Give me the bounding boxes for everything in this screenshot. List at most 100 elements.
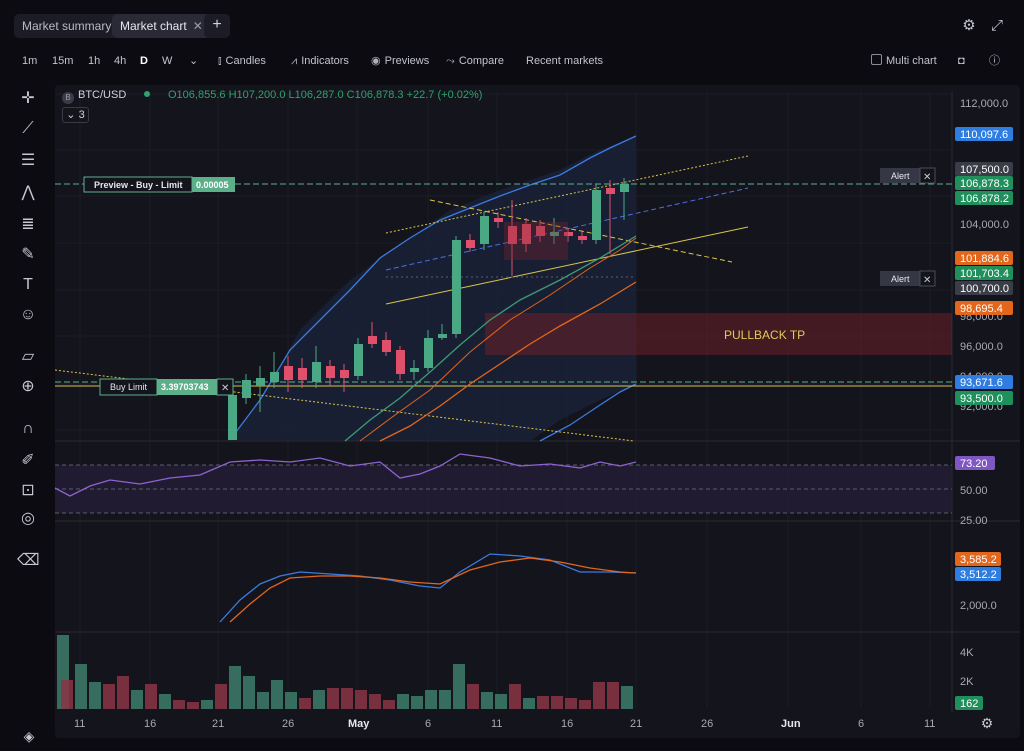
expand-icon[interactable]: ⤢ xyxy=(990,17,1003,34)
bottom-bar xyxy=(0,740,1024,751)
symbol-name: BTC/USD xyxy=(78,89,127,101)
tab-bar: Market summary Market chart ✕ + ⚙ ⤢ xyxy=(0,0,1024,50)
indicators-button[interactable]: ⩘ Indicators xyxy=(291,53,349,69)
indicator-count: 3 xyxy=(78,109,85,121)
candle-body xyxy=(410,368,419,372)
candle-body xyxy=(340,370,349,378)
previews-button[interactable]: ◉ Previews xyxy=(371,53,429,69)
zoom-in-icon[interactable]: ⊕ xyxy=(21,378,35,395)
add-tab-button[interactable]: + xyxy=(204,14,230,38)
candle-body xyxy=(606,188,615,194)
candle-body xyxy=(438,334,447,338)
price-badge xyxy=(955,251,1013,265)
crosshair-icon[interactable]: ✛ xyxy=(21,90,35,107)
volume-bar xyxy=(607,682,619,709)
alert-label[interactable] xyxy=(880,168,920,183)
close-icon[interactable]: ✕ xyxy=(192,19,203,33)
ruler-icon[interactable]: ▱ xyxy=(21,348,35,365)
indicator-count-toggle[interactable]: ⌄ 3 xyxy=(62,107,89,123)
volume-bar xyxy=(467,684,479,709)
previews-label: Previews xyxy=(384,55,430,67)
price-badge-label: 106,878.2 xyxy=(960,193,1009,205)
tab-market-summary[interactable]: Market summary xyxy=(14,14,120,38)
change-value: +22.7 (+0.02%) xyxy=(406,89,483,101)
fib-icon[interactable]: ≣ xyxy=(21,216,35,233)
volume-bar xyxy=(383,700,395,709)
lock-pen-icon[interactable]: ✐ xyxy=(21,452,35,469)
candle-body xyxy=(564,232,573,236)
brush-icon[interactable]: ✎ xyxy=(21,246,35,263)
timeframe-dropdown[interactable]: ⌄ xyxy=(189,53,198,69)
eye-icon[interactable]: ◎ xyxy=(21,510,35,527)
timeframe-w[interactable]: W xyxy=(162,55,173,67)
layers-icon[interactable]: ◈ xyxy=(23,728,35,744)
unlock-icon[interactable]: ⊡ xyxy=(21,482,35,499)
help-icon[interactable]: ⓘ xyxy=(989,55,1000,67)
timeframe-4h[interactable]: 4h xyxy=(114,55,127,67)
timeframe-15m[interactable]: 15m xyxy=(52,55,74,67)
highlight-box xyxy=(504,222,568,260)
volume-bar xyxy=(425,690,437,709)
volume-bar xyxy=(229,666,241,709)
timeframe-d[interactable]: D xyxy=(140,55,148,67)
indicators-label: Indicators xyxy=(301,55,349,67)
buy-limit-close-button[interactable] xyxy=(216,378,234,396)
volume-bar xyxy=(537,696,549,709)
timeframe-1h[interactable]: 1h xyxy=(88,55,101,67)
tab-market-chart[interactable]: Market chart ✕ xyxy=(112,14,211,38)
price-badge xyxy=(955,391,1013,405)
symbol-label[interactable]: B BTC/USD xyxy=(62,88,151,104)
alert-close-button[interactable] xyxy=(919,270,936,287)
pattern-icon[interactable]: ⋀ xyxy=(21,184,35,201)
price-badge-label: 93,671.6 xyxy=(960,377,1003,389)
price-badge-label: 106,878.3 xyxy=(960,178,1009,190)
checkbox[interactable] xyxy=(871,54,882,65)
compare-button[interactable]: ⤳ Compare xyxy=(446,53,504,69)
trash-icon[interactable]: ⌫ xyxy=(17,552,40,569)
price-badge-label: 101,884.6 xyxy=(960,253,1009,265)
bollinger-upper-line xyxy=(229,135,637,441)
volume-bar xyxy=(327,688,339,709)
compare-icon: ⤳ xyxy=(446,55,455,67)
price-badge xyxy=(955,266,1013,280)
macd-badge-label: 3,512.2 xyxy=(960,569,997,581)
trendline-lower xyxy=(385,226,749,305)
emoji-icon[interactable]: ☺ xyxy=(19,306,37,323)
text-icon[interactable]: T xyxy=(23,276,33,293)
timeframe-1m[interactable]: 1m xyxy=(22,55,38,67)
candle-body xyxy=(284,366,293,380)
volume-bar xyxy=(579,700,591,709)
macd-line xyxy=(219,553,637,623)
rsi-tick-label: 25.00 xyxy=(960,515,988,527)
macd-tick-label: 2,000.0 xyxy=(960,600,997,612)
candle-body xyxy=(550,232,559,236)
price-badge xyxy=(955,375,1013,389)
camera-icon[interactable]: ◘ xyxy=(958,55,965,67)
time-tick-label: 26 xyxy=(701,718,713,730)
alert-close-button[interactable] xyxy=(919,167,936,184)
magnet-icon[interactable]: ∩ xyxy=(22,420,34,437)
candle-body xyxy=(536,226,545,236)
macd-signal-line xyxy=(229,557,637,623)
candles-button[interactable]: ⫾ Candles xyxy=(218,53,266,69)
price-badge-label: 93,500.0 xyxy=(960,393,1003,405)
buy-limit-qty: 3.39703743 xyxy=(161,382,209,392)
bitcoin-icon: B xyxy=(62,92,74,104)
price-badge xyxy=(955,176,1013,190)
time-tick-label: 26 xyxy=(282,718,294,730)
multi-chart-toggle[interactable]: Multi chart xyxy=(871,53,937,69)
horizontal-lines-icon[interactable]: ☰ xyxy=(20,152,36,169)
alert-text: Alert xyxy=(891,274,910,284)
close-icon: ✕ xyxy=(923,172,931,183)
time-tick-label: Jun xyxy=(781,718,801,730)
trendline-icon[interactable]: ⟋ xyxy=(22,120,34,137)
volume-bar xyxy=(593,682,605,709)
price-tick-label: 112,000.0 xyxy=(960,98,1008,110)
alert-label[interactable] xyxy=(880,271,920,286)
pullback-zone-label: PULLBACK TP xyxy=(724,328,805,342)
volume-bar xyxy=(355,690,367,709)
recent-markets-button[interactable]: Recent markets xyxy=(526,55,604,67)
gear-icon[interactable]: ⚙ xyxy=(962,17,976,34)
settings-icon[interactable]: ⚙ xyxy=(980,715,994,731)
